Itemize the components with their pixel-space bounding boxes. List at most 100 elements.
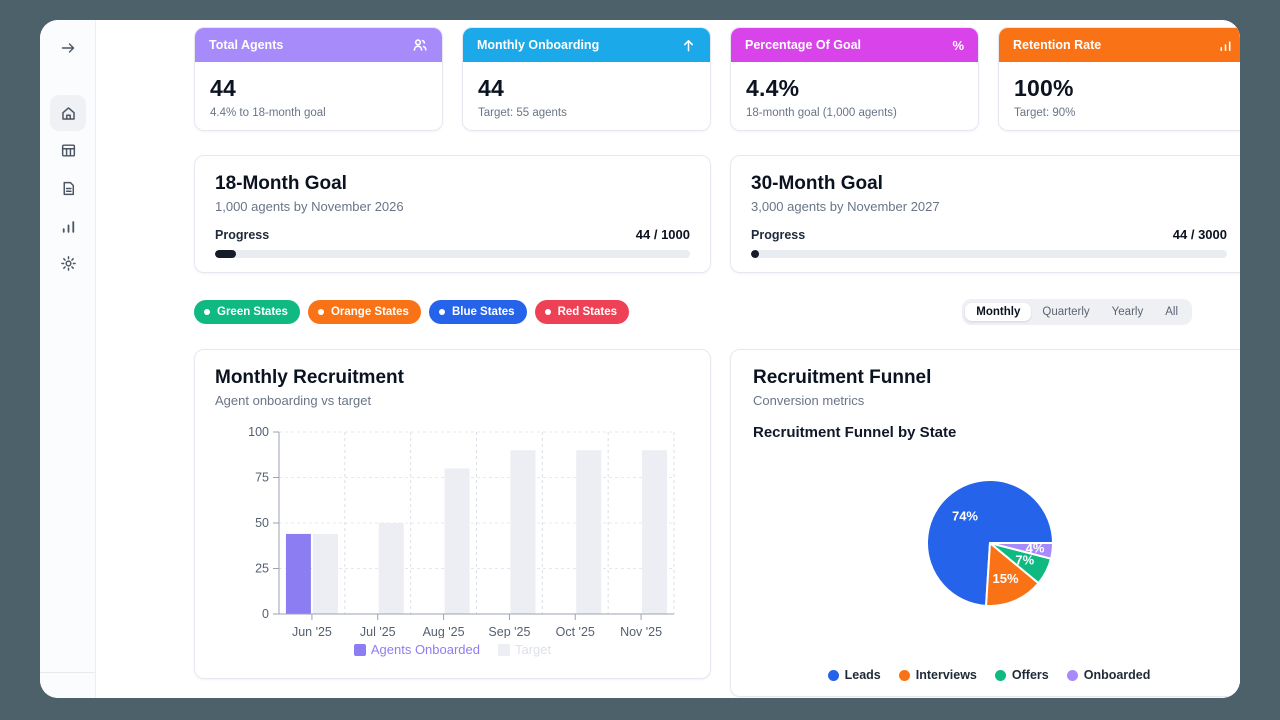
sidebar-item-tables[interactable] bbox=[50, 132, 86, 168]
arrow-right-icon bbox=[61, 43, 75, 53]
time-filter: Monthly Quarterly Yearly All bbox=[962, 299, 1192, 325]
svg-text:Sep '25: Sep '25 bbox=[488, 625, 530, 638]
percent-icon: % bbox=[952, 37, 964, 53]
chart-subtitle: Agent onboarding vs target bbox=[215, 393, 372, 408]
stat-card-title: Retention Rate bbox=[1013, 38, 1102, 52]
funnel-inner-heading: Recruitment Funnel by State bbox=[753, 424, 957, 441]
sidebar bbox=[40, 20, 96, 698]
state-filter-badges: Green States Orange States Blue States Red … bbox=[194, 300, 630, 324]
state-badge-orange-states[interactable]: Orange States bbox=[307, 300, 421, 324]
svg-text:7%: 7% bbox=[1015, 553, 1034, 568]
stat-card-title: Total Agents bbox=[209, 38, 284, 52]
stat-card-total-agents: Total Agents 44 4.4% to 18-month goal bbox=[194, 27, 443, 131]
stat-value: 44 bbox=[210, 75, 236, 101]
bar-chart-icon bbox=[1220, 40, 1231, 51]
chart-title: Recruitment Funnel bbox=[753, 367, 932, 388]
stat-card-monthly-onboarding: Monthly Onboarding 44 Target: 55 agents bbox=[462, 27, 711, 131]
stat-value: 44 bbox=[478, 75, 504, 101]
legend-dot-icon bbox=[827, 669, 839, 681]
sidebar-expand-button[interactable] bbox=[50, 30, 86, 66]
document-icon bbox=[63, 181, 74, 195]
state-badge-blue-states[interactable]: Blue States bbox=[428, 300, 527, 324]
stat-subtitle: Target: 55 agents bbox=[478, 107, 567, 119]
chart-title: Monthly Recruitment bbox=[215, 367, 404, 388]
stat-card-title: Monthly Onboarding bbox=[477, 38, 600, 52]
pie-chart-legend: Leads Interviews Offers Onboarded bbox=[753, 668, 1225, 688]
legend-item-offers: Offers bbox=[994, 668, 1049, 682]
legend-swatch-icon bbox=[498, 643, 510, 656]
progress-value: 44 / 3000 bbox=[1172, 227, 1227, 242]
stat-subtitle: 18-month goal (1,000 agents) bbox=[746, 107, 897, 119]
progress-bar bbox=[751, 250, 1227, 258]
time-filter-option-quarterly[interactable]: Quarterly bbox=[1042, 306, 1090, 318]
state-badge-green-states[interactable]: Green States bbox=[194, 300, 300, 324]
monthly-recruitment-card: Monthly Recruitment Agent onboarding vs … bbox=[194, 349, 711, 679]
svg-text:50: 50 bbox=[255, 516, 269, 530]
goal-card-18-month: 18-Month Goal 1,000 agents by November 2… bbox=[194, 155, 711, 273]
stat-card-title: Percentage Of Goal bbox=[745, 38, 862, 52]
progress-bar bbox=[215, 250, 690, 258]
legend-item-onboarded: Onboarded bbox=[1066, 668, 1150, 682]
legend-label: Target bbox=[515, 642, 552, 657]
badge-dot-icon bbox=[544, 309, 551, 315]
badge-label: Green States bbox=[217, 306, 288, 318]
sidebar-item-settings[interactable] bbox=[50, 245, 86, 281]
progress-bar-fill bbox=[751, 250, 759, 258]
stat-card-header: Percentage Of Goal % bbox=[731, 28, 978, 62]
table-icon bbox=[61, 143, 75, 157]
legend-swatch-icon bbox=[353, 643, 366, 656]
svg-text:100: 100 bbox=[248, 425, 269, 439]
bar-chart-icon bbox=[62, 220, 74, 233]
legend-item-target: Target bbox=[498, 642, 551, 657]
sidebar-item-home[interactable] bbox=[50, 95, 86, 131]
legend-dot-icon bbox=[1066, 669, 1078, 681]
progress-label: Progress bbox=[215, 227, 270, 242]
home-icon bbox=[61, 106, 75, 120]
stat-value: 100% bbox=[1014, 75, 1074, 101]
svg-text:Oct '25: Oct '25 bbox=[556, 625, 595, 638]
legend-item-leads: Leads bbox=[827, 668, 881, 682]
state-badge-red-states[interactable]: Red States bbox=[534, 300, 630, 324]
users-icon bbox=[413, 39, 427, 51]
badge-label: Red States bbox=[557, 306, 618, 318]
bar-chart-legend: Agents Onboarded Target bbox=[215, 642, 690, 657]
svg-text:Aug '25: Aug '25 bbox=[423, 625, 465, 638]
sidebar-item-documents[interactable] bbox=[50, 170, 86, 206]
sidebar-item-analytics[interactable] bbox=[50, 208, 86, 244]
svg-text:15%: 15% bbox=[992, 571, 1018, 586]
recruitment-funnel-card: Recruitment Funnel Conversion metrics Re… bbox=[730, 349, 1240, 697]
stat-card-header: Total Agents bbox=[195, 28, 442, 62]
legend-label: Leads bbox=[844, 668, 881, 682]
legend-label: Interviews bbox=[915, 668, 977, 682]
svg-text:0: 0 bbox=[262, 607, 269, 621]
legend-label: Agents Onboarded bbox=[370, 642, 480, 657]
progress-label: Progress bbox=[751, 227, 806, 242]
badge-dot-icon bbox=[317, 309, 324, 315]
stat-card-header: Retention Rate bbox=[999, 28, 1240, 62]
stat-card-header: Monthly Onboarding bbox=[463, 28, 710, 62]
stat-card-retention-rate: Retention Rate 100% Target: 90% bbox=[998, 27, 1240, 131]
legend-dot-icon bbox=[898, 669, 910, 681]
legend-dot-icon bbox=[994, 669, 1006, 681]
time-filter-option-yearly[interactable]: Yearly bbox=[1111, 306, 1144, 318]
badge-label: Blue States bbox=[451, 306, 515, 318]
progress-bar-fill bbox=[215, 250, 236, 258]
badge-label: Orange States bbox=[330, 306, 409, 318]
legend-item-agents-onboarded: Agents Onboarded bbox=[353, 642, 480, 657]
goal-subtitle: 1,000 agents by November 2026 bbox=[215, 199, 404, 214]
svg-text:Jul '25: Jul '25 bbox=[360, 625, 396, 638]
goal-card-30-month: 30-Month Goal 3,000 agents by November 2… bbox=[730, 155, 1240, 273]
arrow-up-icon bbox=[684, 39, 693, 51]
app-window: Total Agents 44 4.4% to 18-month goal Mo… bbox=[40, 20, 1240, 698]
time-filter-option-monthly[interactable]: Monthly bbox=[965, 303, 1032, 321]
stat-subtitle: 4.4% to 18-month goal bbox=[210, 107, 326, 119]
svg-text:25: 25 bbox=[255, 562, 269, 576]
sidebar-footer bbox=[40, 672, 95, 698]
stat-card-percentage-of-goal: Percentage Of Goal % 4.4% 18-month goal … bbox=[730, 27, 979, 131]
goal-title: 30-Month Goal bbox=[751, 173, 883, 194]
badge-dot-icon bbox=[438, 309, 445, 315]
badge-dot-icon bbox=[204, 309, 210, 315]
time-filter-option-all[interactable]: All bbox=[1165, 306, 1178, 318]
goal-subtitle: 3,000 agents by November 2027 bbox=[751, 199, 940, 214]
